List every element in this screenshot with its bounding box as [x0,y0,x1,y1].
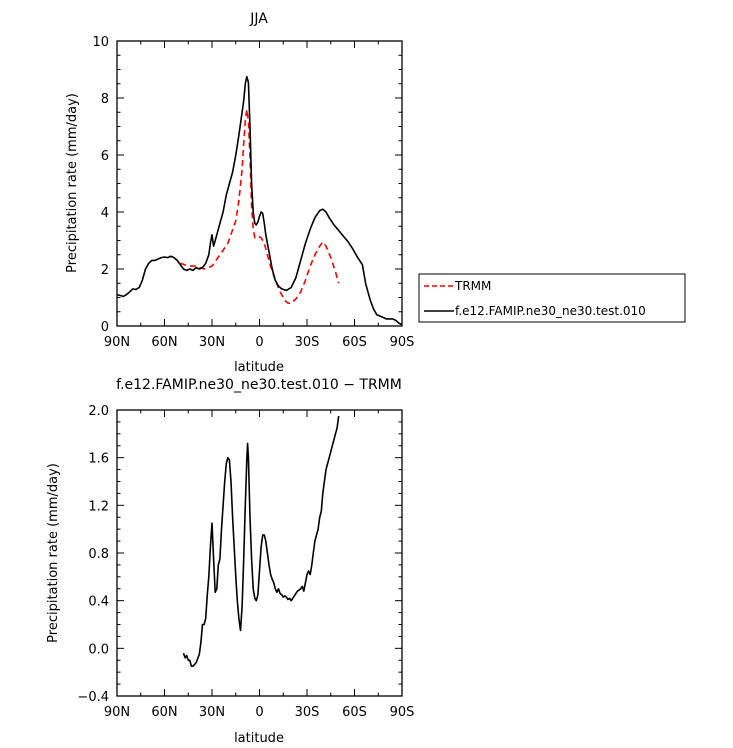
top-xtick-label: 90N [104,335,130,350]
top-xtick-label: 30N [199,335,225,350]
bottom-xtick-label: 90S [390,705,415,720]
bottom-xtick-label: 30S [295,705,320,720]
panel-bottom: f.e12.FAMIP.ne30_ne30.test.010 − TRMM 90… [46,377,414,746]
bottom-ytick-label: 0.8 [88,547,109,562]
top-ytick-label: 4 [101,206,109,221]
bottom-series-lines [182,415,340,667]
top-x-axis-label: latitude [234,360,284,375]
bottom-ytick-label: 2.0 [88,404,109,419]
legend-label-model: f.e12.FAMIP.ne30_ne30.test.010 [455,304,646,318]
bottom-axis-ticks: 90N 60N 30N 0 30S 60S 90S −0.4 0.0 0.4 0.8 1.2 1.6 2.… [77,404,414,720]
top-ytick-label: 8 [101,92,109,107]
bottom-xtick-label: 90N [104,705,130,720]
top-ytick-label: 2 [101,263,109,278]
top-xtick-label: 30S [295,335,320,350]
bottom-xtick-label: 30N [199,705,225,720]
top-axis-ticks: 90N 60N 30N 0 30S 60S 90S 0 2 4 6 8 10 [92,35,414,350]
top-xtick-label: 90S [390,335,415,350]
top-series-lines [116,75,403,326]
top-ytick-label: 10 [92,35,109,50]
top-plot-frame [116,40,403,327]
bottom-ytick-label: 1.6 [88,452,109,467]
top-chart-title: JJA [249,11,268,27]
bottom-x-axis-label: latitude [234,731,284,746]
bottom-ytick-label: 0.0 [88,642,109,657]
top-xtick-label: 60S [342,335,367,350]
top-series-line-0 [180,108,340,304]
bottom-plot-frame [116,409,403,697]
top-series-line-1 [116,75,403,326]
top-ytick-label: 0 [101,320,109,335]
legend: TRMM f.e12.FAMIP.ne30_ne30.test.010 [418,273,686,323]
bottom-ytick-label: 1.2 [88,499,109,514]
bottom-y-axis-label: Precipitation rate (mm/day) [46,463,61,643]
bottom-ytick-label: −0.4 [77,690,109,705]
bottom-xtick-label: 60S [342,705,367,720]
top-xtick-label: 60N [151,335,177,350]
legend-label-trmm: TRMM [454,279,491,293]
bottom-chart-title: f.e12.FAMIP.ne30_ne30.test.010 − TRMM [116,377,402,393]
bottom-xtick-label: 0 [255,705,263,720]
legend-box [418,273,686,323]
bottom-xtick-label: 60N [151,705,177,720]
top-xtick-label: 0 [255,335,263,350]
top-y-axis-label: Precipitation rate (mm/day) [65,93,80,273]
top-ytick-label: 6 [101,149,109,164]
bottom-ytick-label: 0.4 [88,595,109,610]
bottom-series-line-0 [182,415,340,667]
